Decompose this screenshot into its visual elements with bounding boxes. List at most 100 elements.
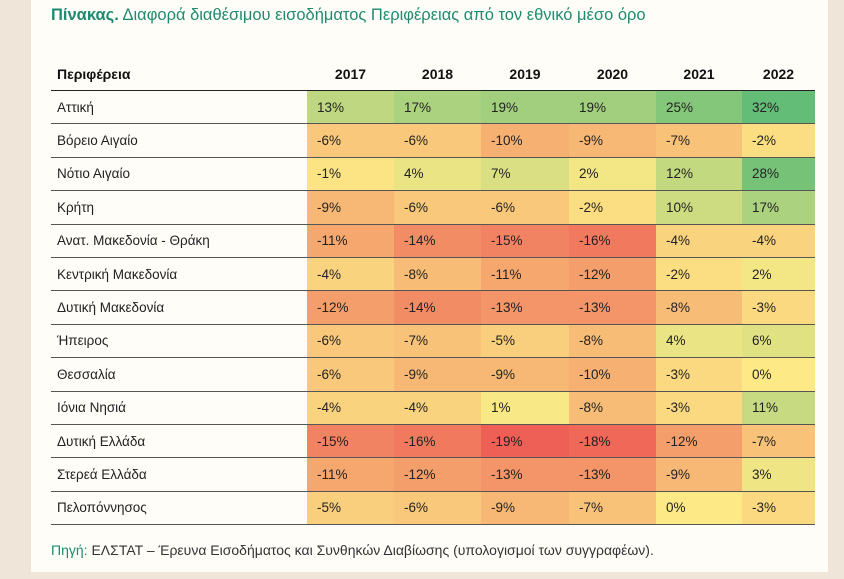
title-text: Διαφορά διαθέσιμου εισοδήματος Περιφέρει… [122, 6, 646, 24]
value-cell: 17% [742, 190, 815, 225]
value-cell: -15% [481, 224, 569, 258]
source-label: Πηγή: [51, 542, 88, 558]
table-row: Κεντρική Μακεδονία -4% -8% -11% -12% -2% 2% [51, 257, 815, 292]
value-cell: -13% [481, 290, 569, 325]
value-cell: -6% [307, 123, 394, 158]
table-header-row: Περιφέρεια 2017 2018 2019 2020 2021 2022 [51, 58, 815, 91]
table-row: Θεσσαλία -6% -9% -9% -10% -3% 0% [51, 357, 815, 392]
value-cell: -16% [394, 424, 481, 459]
value-cell: 19% [569, 90, 656, 125]
table-row: Δυτική Μακεδονία -12% -14% -13% -13% -8% -3% [51, 290, 815, 325]
table-row: Ανατ. Μακεδονία - Θράκη -11% -14% -15% -16% -… [51, 224, 815, 258]
value-cell: 0% [656, 491, 742, 526]
region-cell: Ήπειρος [51, 324, 307, 359]
table-row: Δυτική Ελλάδα -15% -16% -19% -18% -12% -7% [51, 424, 815, 459]
table-row: Αττική 13% 17% 19% 19% 25% 32% [51, 90, 815, 125]
value-cell: -7% [656, 123, 742, 158]
value-cell: -13% [481, 457, 569, 492]
table-row: Κρήτη -9% -6% -6% -2% 10% 17% [51, 190, 815, 225]
value-cell: 10% [656, 190, 742, 225]
value-cell: -1% [307, 157, 394, 192]
value-cell: 25% [656, 90, 742, 125]
value-cell: -13% [569, 290, 656, 325]
value-cell: -4% [656, 224, 742, 258]
value-cell: -4% [307, 391, 394, 425]
region-cell: Κρήτη [51, 190, 307, 225]
value-cell: -4% [394, 391, 481, 425]
table-row: Στερεά Ελλάδα -11% -12% -13% -13% -9% 3% [51, 457, 815, 492]
year-header: 2020 [569, 58, 656, 91]
value-cell: -2% [569, 190, 656, 225]
value-cell: -3% [656, 391, 742, 425]
value-cell: 32% [742, 90, 815, 125]
value-cell: 1% [481, 391, 569, 425]
region-cell: Αττική [51, 90, 307, 125]
value-cell: -6% [307, 357, 394, 392]
value-cell: -8% [394, 257, 481, 292]
value-cell: -5% [307, 491, 394, 526]
table-body: Αττική 13% 17% 19% 19% 25% 32% Βόρειο Αιγαίο -6%… [51, 90, 815, 526]
value-cell: -11% [481, 257, 569, 292]
value-cell: 11% [742, 391, 815, 425]
value-cell: -6% [481, 190, 569, 225]
value-cell: 13% [307, 90, 394, 125]
value-cell: -3% [742, 290, 815, 325]
region-cell: Βόρειο Αιγαίο [51, 123, 307, 158]
value-cell: -14% [394, 290, 481, 325]
region-cell: Δυτική Ελλάδα [51, 424, 307, 459]
value-cell: -9% [394, 357, 481, 392]
value-cell: -19% [481, 424, 569, 459]
value-cell: 28% [742, 157, 815, 192]
title-lead: Πίνακας. [51, 6, 119, 24]
value-cell: 17% [394, 90, 481, 125]
table-card: Πίνακας. Διαφορά διαθέσιμου εισοδήματος … [31, 0, 828, 572]
value-cell: -2% [656, 257, 742, 292]
value-cell: -9% [307, 190, 394, 225]
value-cell: -6% [394, 123, 481, 158]
value-cell: 12% [656, 157, 742, 192]
value-cell: 4% [656, 324, 742, 359]
value-cell: -11% [307, 224, 394, 258]
table-row: Νότιο Αιγαίο -1% 4% 7% 2% 12% 28% [51, 157, 815, 192]
region-cell: Νότιο Αιγαίο [51, 157, 307, 192]
source-text: ΕΛΣΤΑΤ – Έρευνα Εισοδήματος και Συνθηκών… [91, 542, 654, 558]
value-cell: -18% [569, 424, 656, 459]
value-cell: -12% [569, 257, 656, 292]
income-difference-table: Περιφέρεια 2017 2018 2019 2020 2021 2022… [51, 58, 815, 526]
value-cell: -11% [307, 457, 394, 492]
value-cell: -15% [307, 424, 394, 459]
value-cell: -7% [394, 324, 481, 359]
value-cell: -4% [742, 224, 815, 258]
value-cell: -9% [569, 123, 656, 158]
value-cell: 2% [569, 157, 656, 192]
year-header: 2019 [481, 58, 569, 91]
value-cell: -7% [742, 424, 815, 459]
value-cell: 19% [481, 90, 569, 125]
value-cell: -12% [656, 424, 742, 459]
value-cell: -10% [569, 357, 656, 392]
value-cell: -10% [481, 123, 569, 158]
year-header: 2021 [656, 58, 742, 91]
value-cell: 6% [742, 324, 815, 359]
value-cell: -4% [307, 257, 394, 292]
value-cell: -12% [307, 290, 394, 325]
year-header: 2022 [742, 58, 815, 91]
value-cell: -9% [481, 491, 569, 526]
region-column-header: Περιφέρεια [51, 58, 307, 91]
value-cell: -6% [394, 491, 481, 526]
table-row: Ιόνια Νησιά -4% -4% 1% -8% -3% 11% [51, 391, 815, 425]
year-header: 2017 [307, 58, 394, 91]
table-row: Βόρειο Αιγαίο -6% -6% -10% -9% -7% -2% [51, 123, 815, 158]
page-title: Πίνακας. Διαφορά διαθέσιμου εισοδήματος … [51, 6, 821, 25]
table-row: Πελοπόννησος -5% -6% -9% -7% 0% -3% [51, 491, 815, 526]
value-cell: -2% [742, 123, 815, 158]
region-cell: Στερεά Ελλάδα [51, 457, 307, 492]
value-cell: -13% [569, 457, 656, 492]
value-cell: -14% [394, 224, 481, 258]
value-cell: -5% [481, 324, 569, 359]
value-cell: 7% [481, 157, 569, 192]
table-row: Ήπειρος -6% -7% -5% -8% 4% 6% [51, 324, 815, 359]
region-cell: Θεσσαλία [51, 357, 307, 392]
value-cell: -3% [656, 357, 742, 392]
value-cell: -12% [394, 457, 481, 492]
